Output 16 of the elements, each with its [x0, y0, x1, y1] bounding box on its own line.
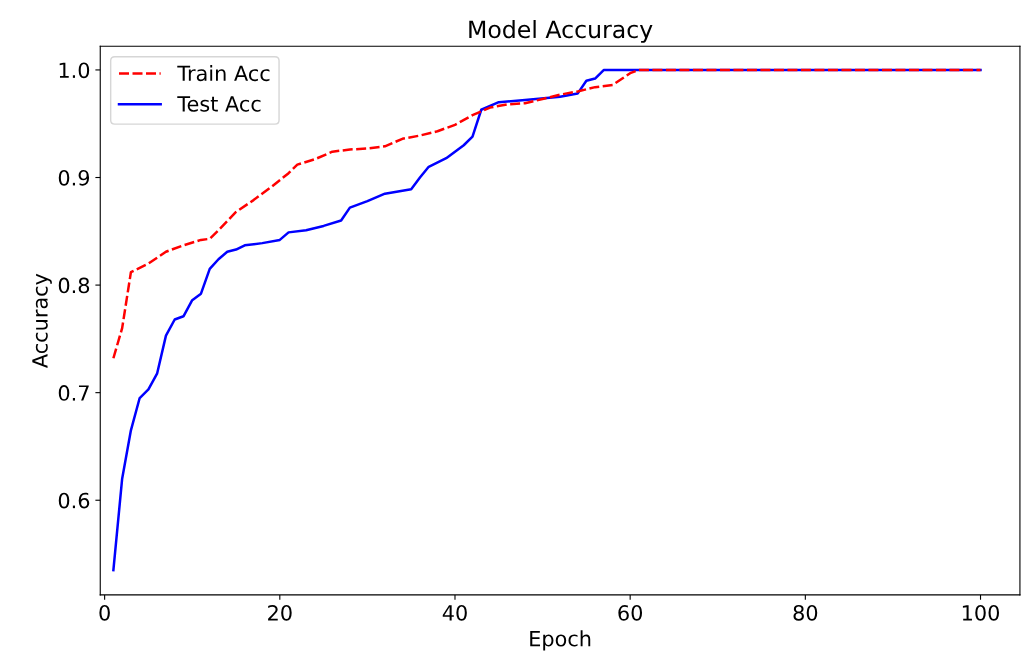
x-tick-label: 100 — [962, 604, 1000, 621]
x-axis-title: Epoch — [530, 630, 591, 651]
x-tick-label: 60 — [618, 604, 643, 621]
y-axis-title: Accuracy — [32, 273, 52, 368]
legend-label: Train Acc — [177, 65, 270, 82]
chart-title: Model Accuracy — [469, 20, 653, 43]
y-tick-label: 0.8 — [58, 277, 90, 294]
x-tick-label: 40 — [442, 604, 467, 621]
x-tick-label: 20 — [268, 604, 292, 621]
legend-label: Test Acc — [177, 96, 261, 112]
y-tick-label: 0.6 — [58, 492, 90, 509]
y-tick-label: 0.9 — [58, 169, 90, 186]
y-tick-label: 1.0 — [59, 62, 90, 79]
x-tick-label: 80 — [793, 604, 818, 621]
x-tick-label: 0 — [99, 604, 110, 621]
y-tick-label: 0.7 — [58, 385, 89, 401]
